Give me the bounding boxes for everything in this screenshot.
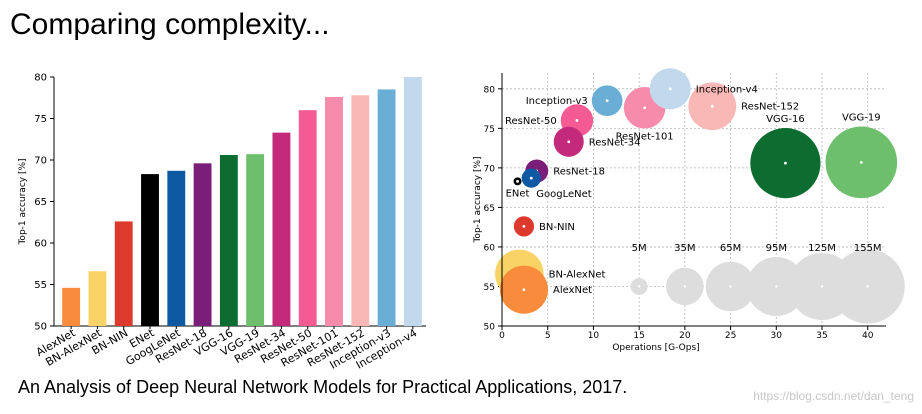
bar	[403, 77, 422, 326]
bubble-y-tick-label: 65	[484, 204, 495, 214]
size-legend-label: 5M	[632, 243, 647, 254]
model-bubble-center-dot	[529, 176, 533, 180]
bar	[88, 271, 107, 326]
bar	[246, 154, 265, 326]
bubble-x-tick-label: 20	[679, 331, 691, 341]
model-label: BN-AlexNet	[549, 269, 606, 280]
model-label: ResNet-50	[505, 116, 557, 127]
bar	[298, 110, 317, 326]
bar-y-tick-label: 65	[34, 197, 47, 208]
size-legend-center-dot	[866, 285, 869, 288]
bubble-x-tick-label: 5	[545, 331, 551, 341]
bar	[351, 95, 370, 326]
bubble-y-tick-label: 75	[484, 125, 495, 135]
model-label: ResNet-34	[589, 137, 641, 148]
model-label: ResNet-101	[616, 132, 674, 143]
bubble-x-axis-label: Operations [G-Ops]	[612, 343, 699, 353]
model-bubble-center-dot	[516, 179, 519, 183]
bar-y-axis-label: Top-1 accuracy [%]	[18, 158, 28, 245]
bar-y-tick-label: 70	[34, 156, 47, 167]
bar-y-tick-label: 80	[34, 73, 47, 84]
model-bubble-center-dot	[567, 140, 571, 144]
model-bubble-center-dot	[859, 160, 863, 164]
model-bubble-center-dot	[710, 104, 714, 108]
model-bubble-center-dot	[575, 119, 579, 122]
model-bubble-center-dot	[522, 224, 526, 228]
bar	[219, 155, 238, 326]
bubble-x-tick-label: 15	[633, 331, 644, 341]
bubble-x-tick-label: 25	[725, 331, 736, 341]
bar	[141, 174, 159, 326]
bubble-y-tick-label: 60	[484, 243, 496, 253]
model-bubble-center-dot	[668, 87, 672, 91]
size-legend-label: 95M	[766, 243, 787, 254]
bubble-y-tick-label: 50	[484, 323, 496, 333]
bubble-y-tick-label: 80	[484, 85, 496, 95]
bubble-y-tick-label: 55	[484, 283, 495, 293]
bubble-y-tick-label: 70	[484, 164, 496, 174]
watermark: https://blog.csdn.net/dan_teng	[753, 389, 914, 403]
bar	[62, 287, 81, 326]
size-legend-label: 35M	[674, 243, 695, 254]
size-legend-center-dot	[820, 285, 824, 288]
size-legend-center-dot	[775, 285, 778, 288]
model-label: Inception-v4	[696, 84, 758, 95]
paper-citation: An Analysis of Deep Neural Network Model…	[18, 377, 628, 397]
bar	[272, 132, 291, 326]
model-label: GoogLeNet	[536, 189, 592, 200]
bubble-x-tick-label: 0	[499, 331, 505, 341]
size-legend-center-dot	[637, 285, 641, 288]
model-label: BN-NIN	[539, 222, 575, 233]
bar-y-tick-label: 50	[34, 322, 47, 333]
bubble-x-tick-label: 35	[816, 331, 827, 341]
size-legend-center-dot	[683, 285, 687, 288]
model-label: Inception-v3	[526, 96, 588, 107]
model-label: VGG-16	[766, 114, 805, 125]
bar	[193, 163, 212, 326]
model-bubble-center-dot	[605, 99, 609, 103]
model-label: ResNet-18	[553, 167, 605, 178]
model-label: AlexNet	[553, 285, 592, 296]
model-label: VGG-19	[842, 113, 881, 124]
model-label: ResNet-152	[741, 102, 799, 113]
bar	[167, 170, 186, 326]
size-legend-center-dot	[729, 285, 732, 288]
bubble-x-tick-label: 10	[588, 331, 600, 341]
bubble-x-tick-label: 40	[862, 331, 874, 341]
bubble-chart: 0 5 10 15 20 25 30 35 40 50 55 60 65 70 75 80 5M 35M 65M 95…	[473, 68, 905, 353]
bubble-y-axis-label: Top-1 accuracy [%]	[473, 156, 483, 243]
bar	[377, 89, 396, 326]
slide-title: Comparing complexity...	[10, 8, 330, 41]
size-legend-label: 125M	[808, 243, 836, 254]
bar-y-tick-label: 60	[34, 239, 47, 250]
size-legend-label: 155M	[854, 243, 882, 254]
model-label: ENet	[506, 188, 530, 199]
size-legend-label: 65M	[720, 243, 741, 254]
model-bubble-center-dot	[784, 161, 787, 165]
bar-y-tick-label: 55	[34, 280, 47, 291]
model-bubble-center-dot	[522, 288, 526, 292]
bar	[325, 96, 343, 326]
bar-y-tick-label: 75	[34, 114, 47, 125]
bubble-x-tick-label: 30	[771, 331, 783, 341]
bar	[114, 221, 133, 326]
model-bubble-center-dot	[643, 106, 647, 110]
